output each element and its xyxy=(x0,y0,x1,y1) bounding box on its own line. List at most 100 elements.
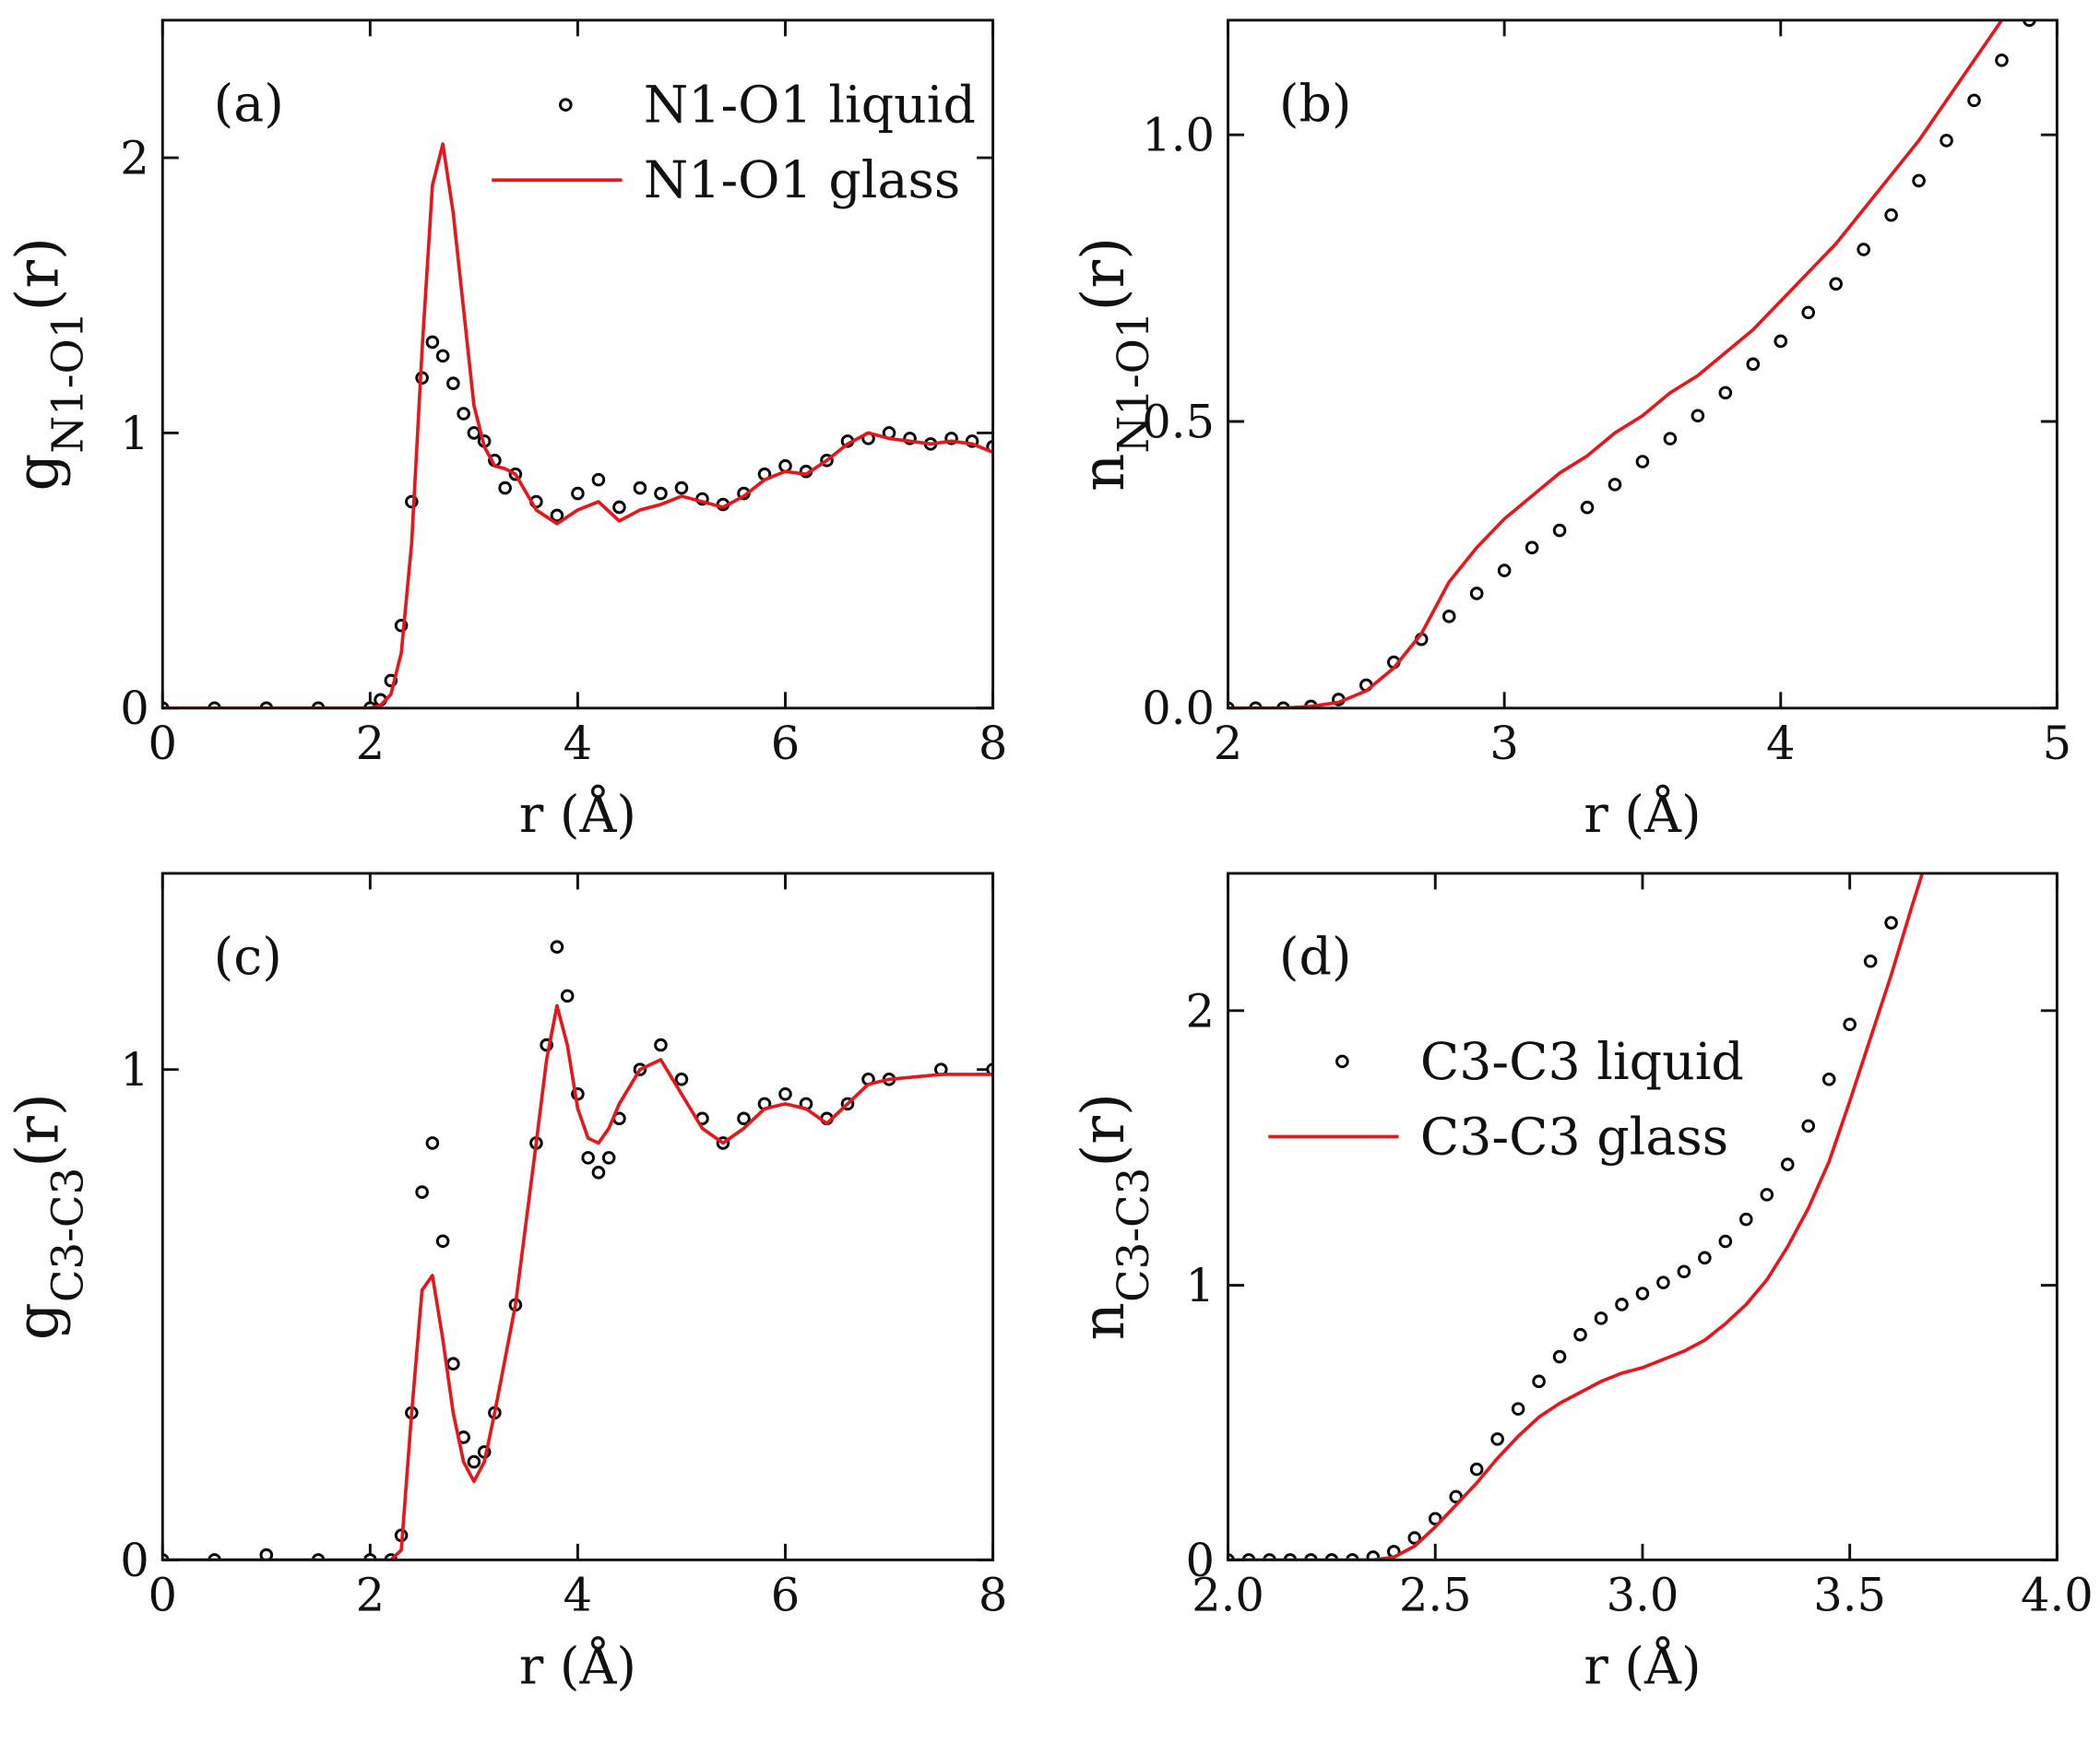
data-point xyxy=(1801,1119,1816,1133)
plot-frame xyxy=(1227,872,2058,1561)
x-tick-label: 5 xyxy=(2043,717,2072,770)
data-point xyxy=(1608,478,1622,492)
data-point xyxy=(1940,134,1953,148)
data-line xyxy=(1228,872,1925,1560)
data-point xyxy=(778,458,792,473)
data-line xyxy=(162,1003,993,1560)
y-axis-label-part: N1-O1 xyxy=(43,312,93,454)
data-point xyxy=(1656,1275,1670,1289)
data-point xyxy=(467,426,481,440)
y-tick-label: 0.5 xyxy=(1142,395,1215,448)
data-point xyxy=(1884,916,1898,930)
x-axis-label: r (Å) xyxy=(519,783,636,845)
x-axis-label: r (Å) xyxy=(1584,783,1701,845)
data-point xyxy=(1967,93,1981,108)
legend-label: N1-O1 glass xyxy=(644,151,960,210)
data-point xyxy=(1857,243,1870,256)
y-axis-label: gC3-C3(r) xyxy=(5,1093,93,1340)
y-axis-label-part: (r) xyxy=(1070,237,1138,312)
data-point xyxy=(778,1086,792,1101)
data-point xyxy=(1532,1374,1546,1389)
x-tick-label: 3 xyxy=(1489,717,1519,770)
x-tick-label: 8 xyxy=(979,717,1008,770)
data-point xyxy=(1594,1311,1608,1325)
y-tick-label: 1 xyxy=(1185,1259,1215,1312)
data-point xyxy=(1469,1462,1484,1477)
data-point xyxy=(1497,564,1512,577)
data-point xyxy=(674,1073,689,1086)
data-point xyxy=(601,1151,616,1165)
data-point xyxy=(1525,540,1539,555)
legend-marker xyxy=(1335,1054,1349,1069)
x-axis-label: r (Å) xyxy=(1584,1634,1701,1696)
y-axis-label-part: n xyxy=(1070,1302,1138,1340)
x-tick-label: 2 xyxy=(356,1569,386,1622)
data-point xyxy=(1428,1512,1442,1526)
y-axis-label-part: C3-C3 xyxy=(1109,1168,1158,1302)
data-point xyxy=(1739,1212,1753,1227)
data-point xyxy=(415,1185,429,1199)
data-line xyxy=(162,142,993,708)
plot-area xyxy=(1228,872,1925,1560)
data-point xyxy=(1698,1251,1712,1265)
x-tick-label: 4.0 xyxy=(2021,1569,2094,1622)
y-tick-label: 0 xyxy=(1185,1534,1215,1587)
x-tick-label: 4 xyxy=(1766,717,1796,770)
y-tick-label: 0 xyxy=(120,1534,149,1587)
data-point xyxy=(1718,386,1733,400)
x-tick-label: 3.5 xyxy=(1813,1569,1886,1622)
y-axis-label-part: g xyxy=(5,1302,73,1340)
plot-frame xyxy=(160,18,995,710)
data-point xyxy=(1746,357,1761,372)
data-point xyxy=(591,1166,606,1180)
data-point xyxy=(1718,1234,1733,1249)
x-tick-label: 0 xyxy=(148,717,178,770)
data-point xyxy=(591,472,606,487)
y-tick-label: 0.0 xyxy=(1142,682,1215,735)
data-point xyxy=(550,508,564,523)
data-point xyxy=(457,407,470,421)
x-tick-label: 0 xyxy=(148,1569,178,1622)
data-point xyxy=(571,486,585,501)
data-point xyxy=(633,480,647,495)
legend-marker xyxy=(559,98,573,112)
x-tick-label: 6 xyxy=(771,1569,801,1622)
y-tick-label: 1.0 xyxy=(1142,109,1215,162)
plot-frame xyxy=(160,872,995,1561)
data-point xyxy=(467,1454,481,1469)
data-point xyxy=(654,486,668,501)
data-point xyxy=(1912,173,1926,188)
panel-label: (c) xyxy=(214,928,282,987)
data-point xyxy=(581,1151,595,1165)
data-point xyxy=(1580,500,1595,515)
y-axis-label-part: g xyxy=(5,454,73,492)
plot-area xyxy=(1228,19,2036,708)
data-point xyxy=(1407,1531,1422,1545)
data-point xyxy=(1635,1287,1650,1300)
data-point xyxy=(612,500,626,515)
data-point xyxy=(1511,1402,1525,1416)
data-point xyxy=(1449,1489,1463,1504)
data-point xyxy=(435,349,450,363)
data-point xyxy=(498,480,512,495)
x-tick-label: 8 xyxy=(979,1569,1008,1622)
data-point xyxy=(1552,1349,1567,1364)
y-tick-label: 0 xyxy=(120,682,149,735)
data-point xyxy=(674,480,689,495)
panel: 2 3 4 5 0.0 0.5 1.0 (b) r (Å) nN1-O1(r) xyxy=(1070,18,2072,845)
data-point xyxy=(1829,277,1843,291)
x-tick-label: 3.0 xyxy=(1607,1569,1679,1622)
x-tick-label: 2.5 xyxy=(1399,1569,1472,1622)
data-point xyxy=(1663,432,1678,445)
y-axis-label-part: (r) xyxy=(5,237,73,312)
y-axis-label: nC3-C3(r) xyxy=(1070,1093,1158,1340)
data-point xyxy=(1760,1188,1774,1202)
data-line xyxy=(1228,19,2003,708)
data-point xyxy=(1995,53,2009,67)
data-point xyxy=(1677,1264,1691,1279)
data-point xyxy=(425,335,440,350)
data-point xyxy=(425,1136,440,1150)
data-point xyxy=(435,1234,450,1249)
